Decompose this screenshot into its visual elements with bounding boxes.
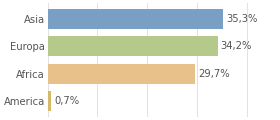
Text: 29,7%: 29,7% [198,69,230,79]
Bar [48,36,218,56]
Text: 34,2%: 34,2% [221,41,252,51]
Bar [48,9,223,29]
Text: 0,7%: 0,7% [54,96,79,106]
Bar [48,64,195,84]
Bar [48,91,51,111]
Text: 35,3%: 35,3% [226,14,258,24]
